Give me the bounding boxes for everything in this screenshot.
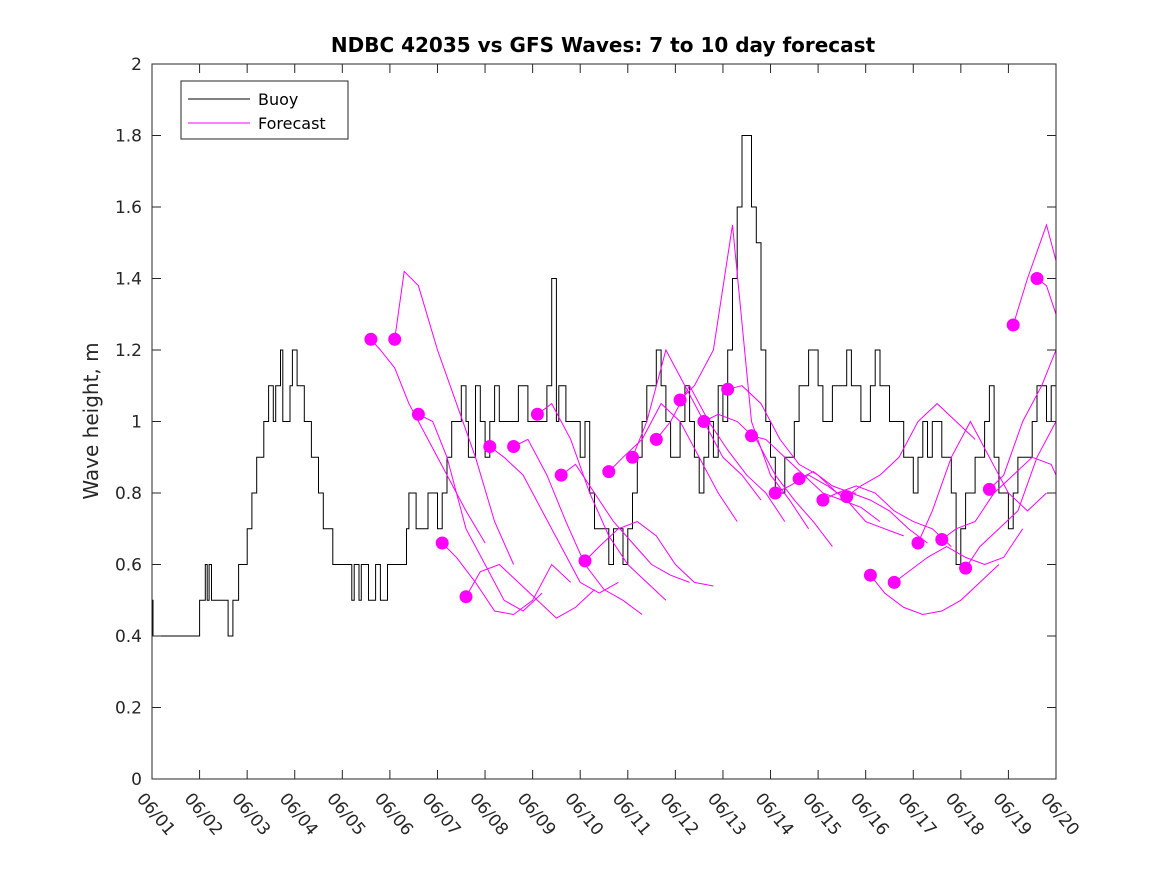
forecast-point-24 xyxy=(911,536,925,550)
forecast-line-15 xyxy=(703,413,833,547)
chart-title: NDBC 42035 vs GFS Waves: 7 to 10 day for… xyxy=(331,33,876,57)
y-tick-label-5: 1 xyxy=(131,413,142,433)
forecast-point-27 xyxy=(982,482,996,496)
forecast-point-15 xyxy=(697,415,711,428)
forecast-point-1 xyxy=(364,332,378,346)
forecast-line-10 xyxy=(584,521,714,587)
forecast-line-24 xyxy=(917,420,1047,544)
forecast-point-25 xyxy=(935,533,949,546)
legend: Buoy Forecast xyxy=(180,80,349,140)
y-tick-label-2: 0.4 xyxy=(115,627,142,647)
y-tick-label-9: 1.8 xyxy=(115,127,142,147)
forecast-line-13 xyxy=(655,384,786,522)
forecast-line-19 xyxy=(798,471,928,544)
legend-box xyxy=(180,80,349,140)
forecast-point-6 xyxy=(483,440,497,453)
forecast-line-5 xyxy=(465,563,595,619)
forecast-point-19 xyxy=(792,472,806,486)
forecast-line-21 xyxy=(846,402,976,497)
forecast-point-9 xyxy=(554,468,568,482)
forecast-point-13 xyxy=(649,432,663,446)
forecast-point-11 xyxy=(602,465,616,479)
forecast-point-28 xyxy=(1006,318,1020,332)
forecast-point-10 xyxy=(578,554,592,568)
forecast-line-26 xyxy=(965,421,1057,569)
forecast-line-28 xyxy=(1012,223,1057,326)
y-tick-label-6: 1.2 xyxy=(115,341,142,361)
plot-area xyxy=(152,135,1057,637)
series-line-buoy xyxy=(152,135,1056,637)
forecast-line-14 xyxy=(679,224,810,530)
forecast-point-22 xyxy=(863,568,877,582)
forecast-point-16 xyxy=(721,382,735,396)
forecast-line-6 xyxy=(489,446,619,594)
forecast-point-21 xyxy=(840,490,854,504)
y-tick-label-1: 0.2 xyxy=(115,699,142,719)
forecast-point-2 xyxy=(388,332,402,346)
forecast-point-4 xyxy=(435,536,449,550)
forecast-line-20 xyxy=(822,485,952,547)
forecast-point-26 xyxy=(959,561,973,575)
forecast-point-8 xyxy=(530,407,544,421)
forecast-line-25 xyxy=(941,456,1057,540)
forecast-line-17 xyxy=(751,435,881,523)
forecast-line-9 xyxy=(560,463,690,583)
forecast-line-2 xyxy=(394,270,515,565)
forecast-line-4 xyxy=(441,542,572,616)
forecast-line-22 xyxy=(870,564,1000,616)
forecast-line-1 xyxy=(370,338,486,544)
forecast-point-14 xyxy=(673,393,687,407)
forecast-line-7 xyxy=(513,438,643,615)
legend-label-buoy: Buoy xyxy=(258,90,298,109)
forecast-point-5 xyxy=(459,590,473,604)
forecast-point-12 xyxy=(626,450,639,464)
forecast-line-8 xyxy=(537,402,667,601)
y-tick-label-4: 0.8 xyxy=(115,484,142,504)
forecast-point-3 xyxy=(411,407,425,421)
y-tick-label-3: 0.6 xyxy=(115,556,142,576)
forecast-point-18 xyxy=(768,486,782,500)
legend-label-forecast: Forecast xyxy=(258,114,326,133)
forecast-point-23 xyxy=(887,575,901,589)
forecast-point-17 xyxy=(745,429,758,443)
forecast-line-12 xyxy=(632,348,762,501)
forecast-point-7 xyxy=(507,440,521,453)
y-tick-label-8: 1.6 xyxy=(115,198,142,218)
forecast-line-23 xyxy=(893,528,1024,583)
forecast-line-11 xyxy=(608,402,738,522)
y-tick-label-0: 0 xyxy=(131,770,142,790)
forecast-point-29 xyxy=(1030,272,1044,285)
y-axis-label: Wave height, m xyxy=(79,342,103,499)
y-tick-label-10: 2 xyxy=(131,55,142,75)
y-tick-label-7: 1.4 xyxy=(115,270,142,290)
forecast-line-27 xyxy=(989,349,1057,490)
forecast-point-20 xyxy=(816,493,830,507)
